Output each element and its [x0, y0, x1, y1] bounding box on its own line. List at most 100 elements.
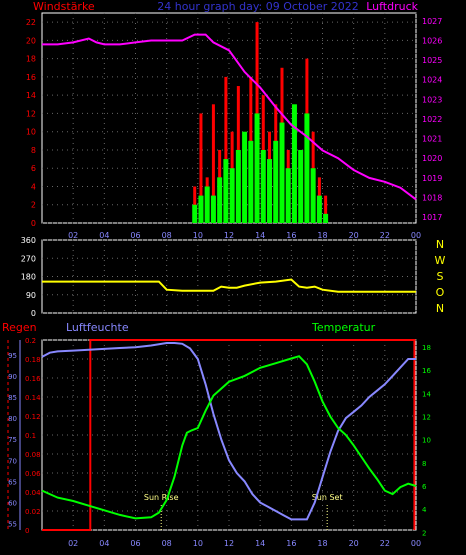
wind-direction-line: [42, 278, 416, 293]
direction-tick-label: 270: [21, 254, 36, 263]
humidity-tick-label: 55: [8, 521, 17, 529]
wind-tick-label: 2: [31, 201, 36, 210]
wind-average-bar: [248, 140, 254, 223]
temperature-tick-label: 16: [422, 367, 431, 375]
wind-tick-label: 18: [26, 55, 36, 64]
weather-x-tick-label: 18: [317, 539, 327, 548]
wind-x-tick-label: 18: [317, 231, 327, 240]
pressure-tick-label: 1026: [422, 36, 442, 45]
weather-x-tick-label: 14: [255, 539, 265, 548]
wind-x-tick-label: 22: [380, 231, 390, 240]
humidity-tick-label: 65: [8, 478, 17, 486]
wind-x-tick-label: 00: [411, 231, 421, 240]
wind-tick-label: 16: [26, 73, 36, 82]
compass-letter: S: [437, 270, 444, 283]
weather-x-tick-label: 12: [224, 539, 234, 548]
weather-x-tick-label: 02: [68, 539, 78, 548]
wind-gust-bar: [199, 113, 203, 223]
wind-gust-bar: [224, 76, 228, 223]
direction-tick-label: 90: [26, 291, 36, 300]
wind-average-bar: [217, 177, 223, 223]
pressure-tick-label: 1023: [422, 95, 442, 104]
rain-tick-label: 0.16: [25, 375, 41, 383]
wind-tick-label: 10: [26, 128, 36, 137]
rain-tick-label: 0.06: [25, 470, 41, 478]
wind-x-tick-label: 04: [99, 231, 109, 240]
chart-title: 24 hour graph day: 09 October 2022: [157, 0, 359, 13]
weather-x-tick-label: 16: [286, 539, 296, 548]
weather-x-tick-label: 04: [99, 539, 109, 548]
rain-tick-label: 0.14: [25, 394, 41, 402]
rain-label: Regen: [2, 321, 37, 334]
pressure-tick-label: 1022: [422, 115, 442, 124]
wind-average-bar: [285, 168, 291, 223]
sunrise-label: Sun Rise: [144, 493, 179, 502]
direction-tick-label: 180: [21, 273, 36, 282]
wind-x-tick-label: 10: [193, 231, 203, 240]
temperature-tick-label: 18: [422, 344, 431, 352]
sunset-label: Sun Set: [312, 493, 343, 502]
pressure-tick-label: 1024: [422, 76, 442, 85]
wind-tick-label: 20: [26, 36, 36, 45]
humidity-tick-label: 85: [8, 394, 17, 402]
rain-tick-label: 0.02: [25, 508, 41, 516]
temperature-tick-label: 8: [422, 460, 426, 468]
wind-x-tick-label: 06: [130, 231, 140, 240]
wind-average-bar: [235, 149, 241, 223]
wind-x-tick-label: 16: [286, 231, 296, 240]
compass-letter: N: [436, 238, 444, 251]
pressure-tick-label: 1021: [422, 135, 442, 144]
wind-average-bar: [291, 104, 297, 223]
wind-x-tick-label: 08: [162, 231, 172, 240]
wind-average-bar: [323, 213, 329, 223]
temperature-tick-label: 12: [422, 413, 431, 421]
wind-average-bar: [273, 140, 279, 223]
humidity-tick-label: 75: [8, 436, 17, 444]
rain-line: [42, 339, 416, 531]
weather-x-tick-label: 06: [130, 539, 140, 548]
humidity-label: Luftfeuchte: [66, 321, 129, 334]
wind-average-bar: [310, 168, 316, 223]
pressure-tick-label: 1027: [422, 17, 442, 26]
weather-x-tick-label: 20: [349, 539, 359, 548]
wind-tick-label: 22: [26, 18, 36, 27]
humidity-tick-label: 80: [8, 415, 17, 423]
wind-x-tick-label: 14: [255, 231, 265, 240]
wind-tick-label: 4: [31, 182, 36, 191]
wind-tick-label: 6: [31, 164, 36, 173]
wind-average-bar: [279, 122, 285, 223]
rain-tick-label: 0.08: [25, 451, 41, 459]
wind-average-bar: [204, 186, 210, 223]
compass-letter: N: [436, 302, 444, 315]
wind-title: Windstärke: [33, 0, 95, 13]
wind-tick-label: 12: [26, 109, 36, 118]
temperature-line: [41, 355, 417, 520]
wind-average-bar: [254, 113, 260, 223]
pressure-tick-label: 1017: [422, 213, 442, 222]
pressure-tick-label: 1019: [422, 174, 442, 183]
wind-average-bar: [210, 195, 216, 223]
weather-x-tick-label: 08: [162, 539, 172, 548]
wind-average-bar: [198, 195, 204, 223]
wind-average-bar: [267, 159, 273, 223]
temperature-tick-label: 4: [422, 506, 427, 514]
wind-tick-label: 14: [26, 91, 36, 100]
temperature-tick-label: 6: [422, 483, 427, 491]
wind-average-bar: [242, 131, 248, 223]
wind-average-bar: [192, 204, 198, 223]
wind-tick-label: 0: [31, 219, 36, 228]
wind-average-bar: [304, 113, 310, 223]
temperature-tick-label: 14: [422, 390, 431, 398]
humidity-line: [41, 342, 416, 521]
pressure-tick-label: 1020: [422, 154, 442, 163]
direction-tick-label: 0: [31, 309, 36, 318]
humidity-tick-label: 70: [8, 457, 17, 465]
wind-x-tick-label: 12: [224, 231, 234, 240]
rain-tick-label: 0.04: [25, 489, 41, 497]
wind-tick-label: 8: [31, 146, 36, 155]
wind-gust-bar: [211, 104, 215, 223]
wind-x-tick-label: 02: [68, 231, 78, 240]
weather-x-tick-label: 22: [380, 539, 390, 548]
rain-tick-label: 0: [25, 527, 29, 535]
